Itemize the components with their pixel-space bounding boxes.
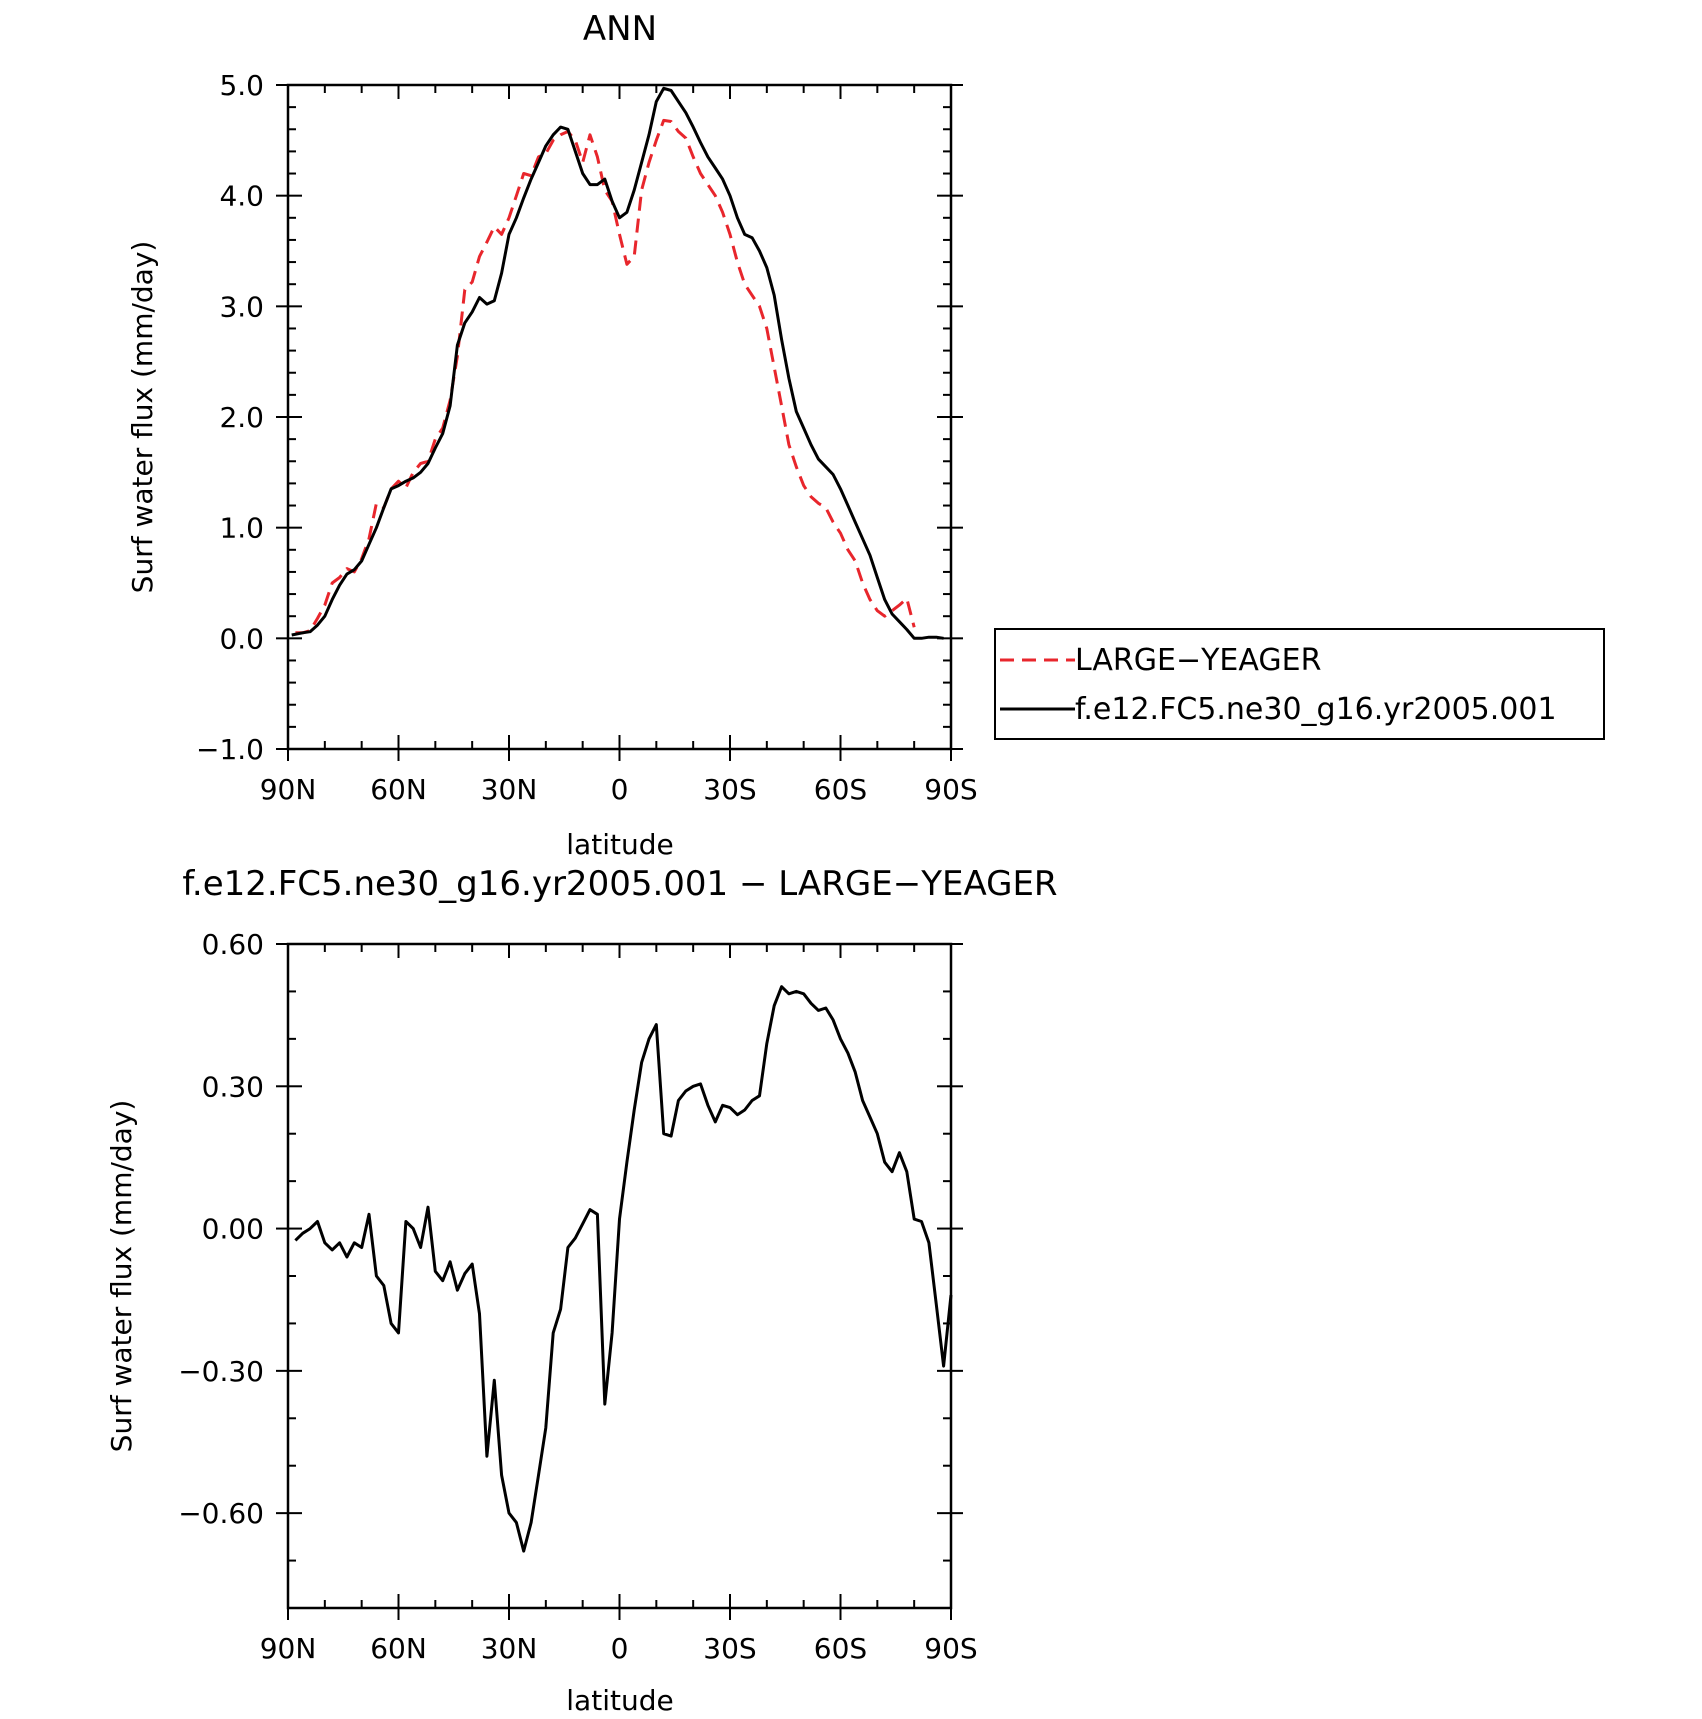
bottom-y-tick-label: 0.00: [202, 1213, 264, 1246]
legend-box: [994, 628, 1605, 740]
top-x-tick-label: 90S: [924, 773, 977, 806]
bottom-tick-marks: [276, 943, 963, 1620]
top-x-tick-label: 30S: [703, 773, 756, 806]
bottom-x-tick-label: 90N: [260, 1632, 317, 1665]
top-chart-title: ANN: [583, 9, 657, 49]
bottom-x-tick-labels: 90N 60N 30N 0 30S 60S 90S: [260, 1632, 978, 1665]
bottom-y-tick-label: −0.30: [178, 1355, 264, 1388]
bottom-series-line-0: [294, 985, 953, 1553]
bottom-plot-frame: [286, 942, 953, 1610]
top-x-tick-label: 0: [611, 773, 629, 806]
top-y-tick-label: −1.0: [196, 733, 264, 766]
top-y-tick-label: 4.0: [219, 180, 264, 213]
bottom-y-tick-labels: 0.60 0.30 0.00 −0.30 −0.60: [178, 928, 264, 1530]
top-series-line-0: [295, 118, 916, 635]
top-tick-marks: [276, 84, 963, 761]
bottom-y-tick-label: 0.30: [202, 1070, 264, 1103]
top-y-tick-label: 5.0: [219, 69, 264, 102]
top-x-tick-label: 60S: [814, 773, 867, 806]
bottom-x-tick-label: 90S: [924, 1632, 977, 1665]
top-y-tick-label: 1.0: [219, 512, 264, 545]
legend-label-large-yeager: LARGE−YEAGER: [1075, 643, 1321, 678]
top-y-tick-labels: 5.0 4.0 3.0 2.0 1.0 0.0 −1.0: [196, 69, 264, 766]
bottom-panel: f.e12.FC5.ne30_g16.yr2005.001 − LARGE−YE…: [105, 864, 1058, 1717]
top-x-axis-label: latitude: [566, 828, 673, 861]
bottom-y-axis-label: Surf water flux (mm/day): [105, 1100, 138, 1453]
legend-label-model: f.e12.FC5.ne30_g16.yr2005.001: [1075, 692, 1557, 727]
bottom-y-tick-label: 0.60: [202, 928, 264, 961]
bottom-y-tick-label: −0.60: [178, 1497, 264, 1530]
bottom-x-tick-label: 30N: [481, 1632, 538, 1665]
top-series-group: [291, 86, 944, 640]
top-x-tick-labels: 90N 60N 30N 0 30S 60S 90S: [260, 773, 978, 806]
top-x-tick-label: 30N: [481, 773, 538, 806]
top-y-axis-label: Surf water flux (mm/day): [126, 241, 159, 594]
legend: LARGE−YEAGER f.e12.FC5.ne30_g16.yr2005.0…: [994, 628, 1605, 740]
top-y-tick-label: 2.0: [219, 401, 264, 434]
top-panel: ANN 5.0 4.0 3.0 2.0 1.0 0.0 −1.0 90N 60N 30N 0 30S…: [126, 9, 978, 861]
bottom-x-tick-label: 30S: [703, 1632, 756, 1665]
bottom-x-tick-label: 0: [611, 1632, 629, 1665]
top-x-tick-label: 90N: [260, 773, 317, 806]
top-y-tick-label: 3.0: [219, 290, 264, 323]
top-y-tick-label: 0.0: [219, 622, 264, 655]
bottom-x-axis-label: latitude: [566, 1684, 673, 1717]
bottom-x-tick-label: 60S: [814, 1632, 867, 1665]
bottom-chart-title: f.e12.FC5.ne30_g16.yr2005.001 − LARGE−YE…: [182, 864, 1057, 904]
bottom-x-tick-label: 60N: [370, 1632, 427, 1665]
top-plot-frame: [286, 83, 953, 751]
top-x-tick-label: 60N: [370, 773, 427, 806]
bottom-series-group: [294, 985, 953, 1553]
top-series-line-1: [291, 86, 944, 640]
